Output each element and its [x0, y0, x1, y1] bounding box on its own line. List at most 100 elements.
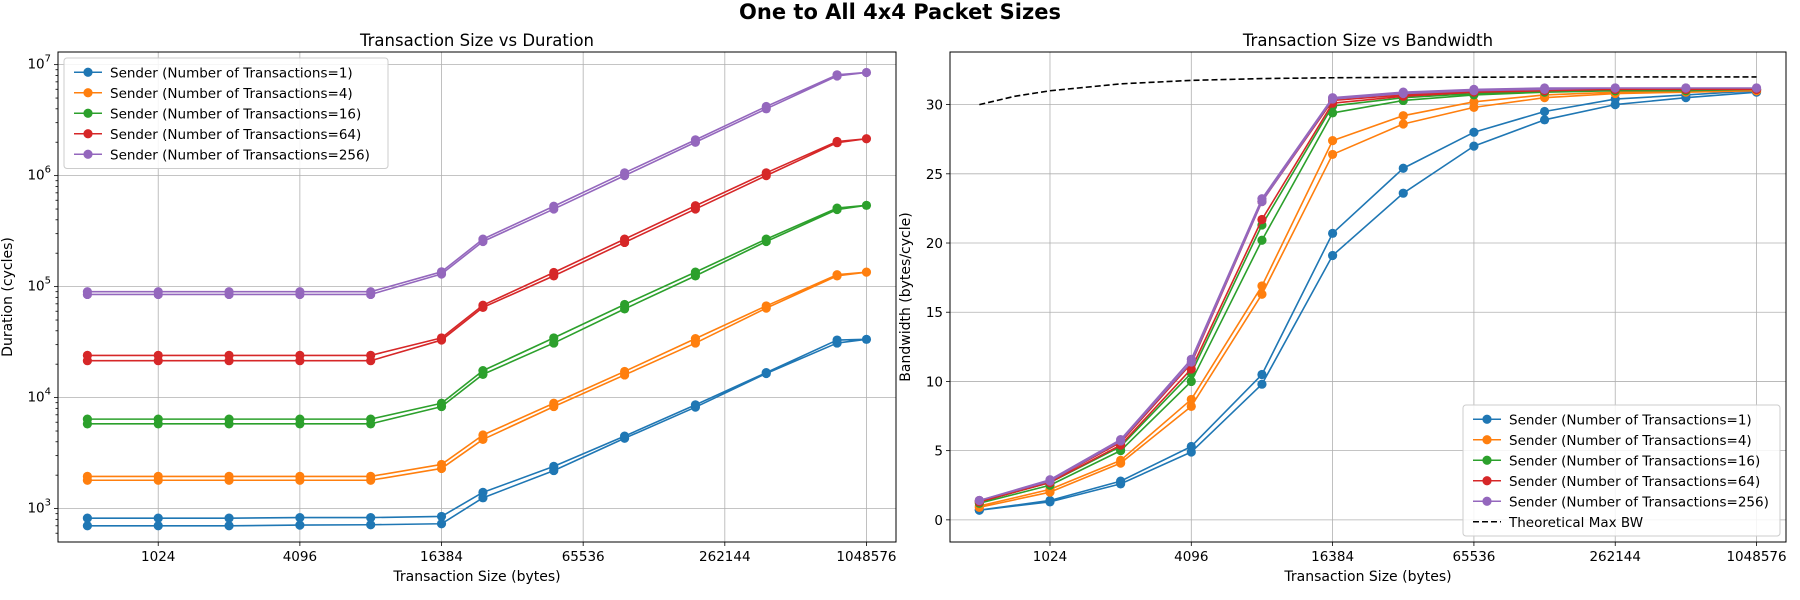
legend-box — [63, 57, 389, 169]
legend-swatch-marker — [83, 149, 93, 159]
legend-label: Sender (Number of Transactions=16) — [110, 106, 361, 122]
data-point — [1257, 369, 1267, 380]
legend-label: Sender (Number of Transactions=16) — [1509, 453, 1760, 469]
data-point — [1751, 83, 1762, 93]
legend-label: Sender (Number of Transactions=1) — [110, 65, 353, 81]
data-point — [761, 101, 771, 112]
data-point — [690, 334, 701, 344]
x-tick-label: 4096 — [1174, 549, 1208, 565]
legend-swatch-marker — [1482, 496, 1492, 506]
data-point — [974, 495, 984, 506]
data-point — [1186, 376, 1196, 387]
data-point — [478, 300, 488, 310]
data-point — [82, 350, 92, 361]
data-point — [436, 398, 447, 408]
data-point — [1257, 194, 1267, 204]
data-point — [153, 350, 163, 361]
duration-panel: 1024 4096 16384 65536 262144 1048576 103 104 105… — [0, 31, 897, 585]
data-point — [366, 512, 376, 523]
data-point — [1186, 441, 1196, 452]
data-point — [1469, 97, 1479, 107]
x-tick-label: 65536 — [1452, 549, 1495, 565]
data-point — [619, 431, 630, 441]
y-tick-label: 107 — [27, 54, 51, 73]
y-tick-label: 15 — [926, 305, 943, 321]
legend-swatch-marker — [83, 67, 93, 77]
legend-swatch-marker — [83, 108, 93, 118]
legend-label: Sender (Number of Transactions=4) — [1509, 433, 1752, 449]
legend-box — [1462, 404, 1781, 537]
data-point — [478, 366, 488, 376]
data-point — [1186, 394, 1196, 405]
legend-swatch-marker — [83, 88, 93, 98]
data-point — [295, 350, 305, 361]
x-tick-label: 65536 — [562, 549, 605, 565]
legend-swatch-marker — [1482, 455, 1492, 465]
legend-label: Sender (Number of Transactions=256) — [1509, 494, 1769, 510]
data-point — [436, 519, 447, 529]
data-point — [1045, 475, 1055, 485]
data-point — [1398, 163, 1408, 173]
data-point — [690, 400, 701, 410]
data-point — [761, 234, 771, 244]
x-axis-label: Transaction Size (bytes) — [392, 569, 560, 585]
data-point — [1328, 135, 1338, 146]
legend-swatch-marker — [1482, 476, 1492, 486]
data-point — [1610, 83, 1620, 93]
data-point — [1186, 354, 1196, 364]
data-point — [295, 287, 305, 297]
data-point — [478, 430, 488, 440]
data-point — [436, 459, 447, 470]
y-tick-label: 105 — [27, 276, 51, 295]
y-tick-label: 25 — [926, 167, 943, 183]
data-point — [366, 471, 376, 482]
y-tick-label: 10 — [926, 374, 943, 390]
legend-swatch-marker — [1482, 414, 1492, 424]
data-point — [1469, 84, 1479, 94]
data-point — [1186, 401, 1196, 411]
data-point — [619, 168, 630, 178]
data-point — [224, 414, 234, 424]
data-point — [549, 267, 559, 278]
data-point — [82, 521, 92, 531]
data-point — [832, 136, 842, 147]
data-point — [153, 521, 163, 531]
data-point — [1539, 115, 1550, 125]
legend-label: Sender (Number of Transactions=256) — [110, 147, 370, 163]
data-point — [295, 520, 305, 530]
data-point — [619, 234, 630, 244]
x-tick-label: 262144 — [1589, 549, 1641, 565]
data-point — [549, 398, 559, 408]
data-point — [761, 168, 771, 178]
data-point — [366, 350, 376, 361]
data-point — [1116, 455, 1126, 465]
series-line — [979, 76, 1757, 106]
data-point — [1257, 235, 1267, 245]
data-point — [1257, 379, 1267, 389]
data-point — [436, 333, 447, 343]
data-point — [832, 203, 842, 213]
data-point — [1328, 93, 1338, 103]
data-point — [1116, 476, 1126, 486]
data-point — [549, 201, 559, 211]
legend-label: Sender (Number of Transactions=64) — [110, 127, 361, 143]
data-point — [619, 299, 630, 310]
data-point — [224, 471, 234, 482]
data-point — [690, 135, 701, 145]
data-point — [295, 414, 305, 424]
data-point — [366, 520, 376, 530]
data-point — [1328, 149, 1338, 160]
x-tick-label: 4096 — [283, 549, 317, 565]
data-point — [153, 471, 163, 482]
data-point — [1257, 289, 1267, 299]
data-point — [82, 414, 92, 424]
bandwidth-panel: 1024 4096 16384 65536 262144 1048576 0 5 10 15 20 2… — [898, 31, 1787, 585]
legend-swatch-marker — [83, 129, 93, 139]
y-tick-label: 104 — [27, 387, 51, 406]
data-point — [224, 350, 234, 361]
x-tick-label: 262144 — [699, 549, 751, 565]
data-point — [82, 513, 92, 523]
x-tick-label: 1024 — [141, 549, 175, 565]
data-point — [153, 414, 163, 424]
